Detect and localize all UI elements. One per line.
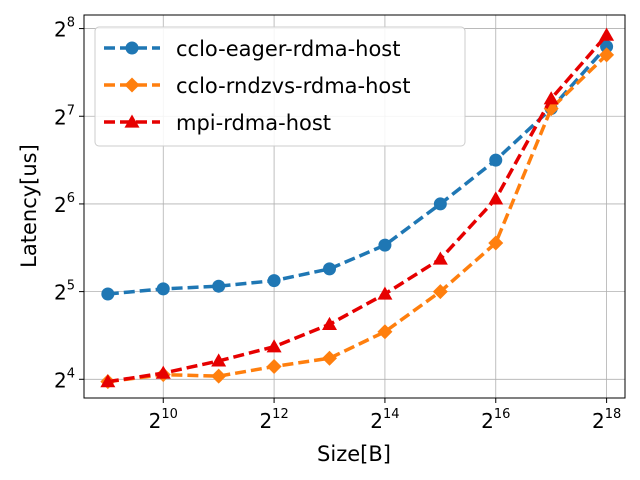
legend-item-cclo-eager-rdma-host: cclo-eager-rdma-host [104,37,400,61]
legend-label: cclo-eager-rdma-host [176,37,400,61]
data-point-cclo-eager-rdma-host [489,153,503,167]
data-point-cclo-eager-rdma-host [101,287,115,301]
y-axis-label: Latency[us] [17,144,41,268]
legend-label: mpi-rdma-host [176,111,331,135]
y-tick-label: 26 [54,191,75,217]
legend: cclo-eager-rdma-host cclo-rndzvs-rdma-hos… [94,26,466,147]
x-axis-ticks: 210 212 214 216 218 [149,398,621,433]
legend-box [94,26,466,147]
series-mpi-rdma-host [100,27,615,388]
data-point-cclo-rndzvs-rdma-host [266,359,282,375]
series-line-cclo-eager-rdma-host [107,45,608,296]
data-point-cclo-rndzvs-rdma-host [322,350,338,366]
data-point-cclo-eager-rdma-host [267,274,281,288]
data-point-mpi-rdma-host [155,365,171,379]
data-point-mpi-rdma-host [266,339,282,353]
plot-frame [83,14,626,399]
y-tick-label: 28 [54,16,75,42]
series-layer [100,27,615,390]
y-tick-label: 24 [54,366,75,392]
data-point-mpi-rdma-host [377,286,393,300]
x-tick-label: 212 [259,407,288,433]
data-point-cclo-eager-rdma-host [600,40,614,54]
data-point-mpi-rdma-host [599,27,615,41]
y-tick-label: 25 [54,279,75,305]
x-tick-label: 218 [592,407,621,433]
data-point-mpi-rdma-host [432,251,448,265]
legend-marker [124,77,140,93]
data-point-mpi-rdma-host [488,191,504,205]
x-axis-label: Size[B] [317,442,391,466]
data-point-mpi-rdma-host [322,316,338,330]
series-line-mpi-rdma-host [107,34,608,384]
data-point-cclo-rndzvs-rdma-host [432,284,448,300]
data-point-cclo-rndzvs-rdma-host [211,368,227,384]
data-point-cclo-eager-rdma-host [323,262,337,276]
legend-label: cclo-rndzvs-rdma-host [176,74,410,98]
legend-marker [125,41,139,55]
series-line-cclo-rndzvs-rdma-host [107,53,608,384]
data-point-cclo-eager-rdma-host [212,279,226,293]
data-point-cclo-rndzvs-rdma-host [599,47,615,63]
data-point-cclo-rndzvs-rdma-host [377,324,393,340]
y-axis-ticks: 24 25 26 27 28 [54,16,84,392]
legend-item-cclo-rndzvs-rdma-host: cclo-rndzvs-rdma-host [104,74,410,98]
legend-item-mpi-rdma-host: mpi-rdma-host [104,111,331,135]
data-point-mpi-rdma-host [543,91,559,105]
data-point-cclo-eager-rdma-host [156,282,170,296]
y-tick-label: 27 [54,103,75,129]
data-point-mpi-rdma-host [100,374,116,388]
data-point-mpi-rdma-host [211,353,227,367]
data-point-cclo-rndzvs-rdma-host [488,235,504,251]
x-tick-label: 210 [149,407,178,433]
legend-marker [124,114,140,128]
x-tick-label: 214 [370,407,399,433]
x-tick-label: 216 [481,407,510,433]
data-point-cclo-eager-rdma-host [378,238,392,252]
data-point-cclo-eager-rdma-host [433,197,447,211]
